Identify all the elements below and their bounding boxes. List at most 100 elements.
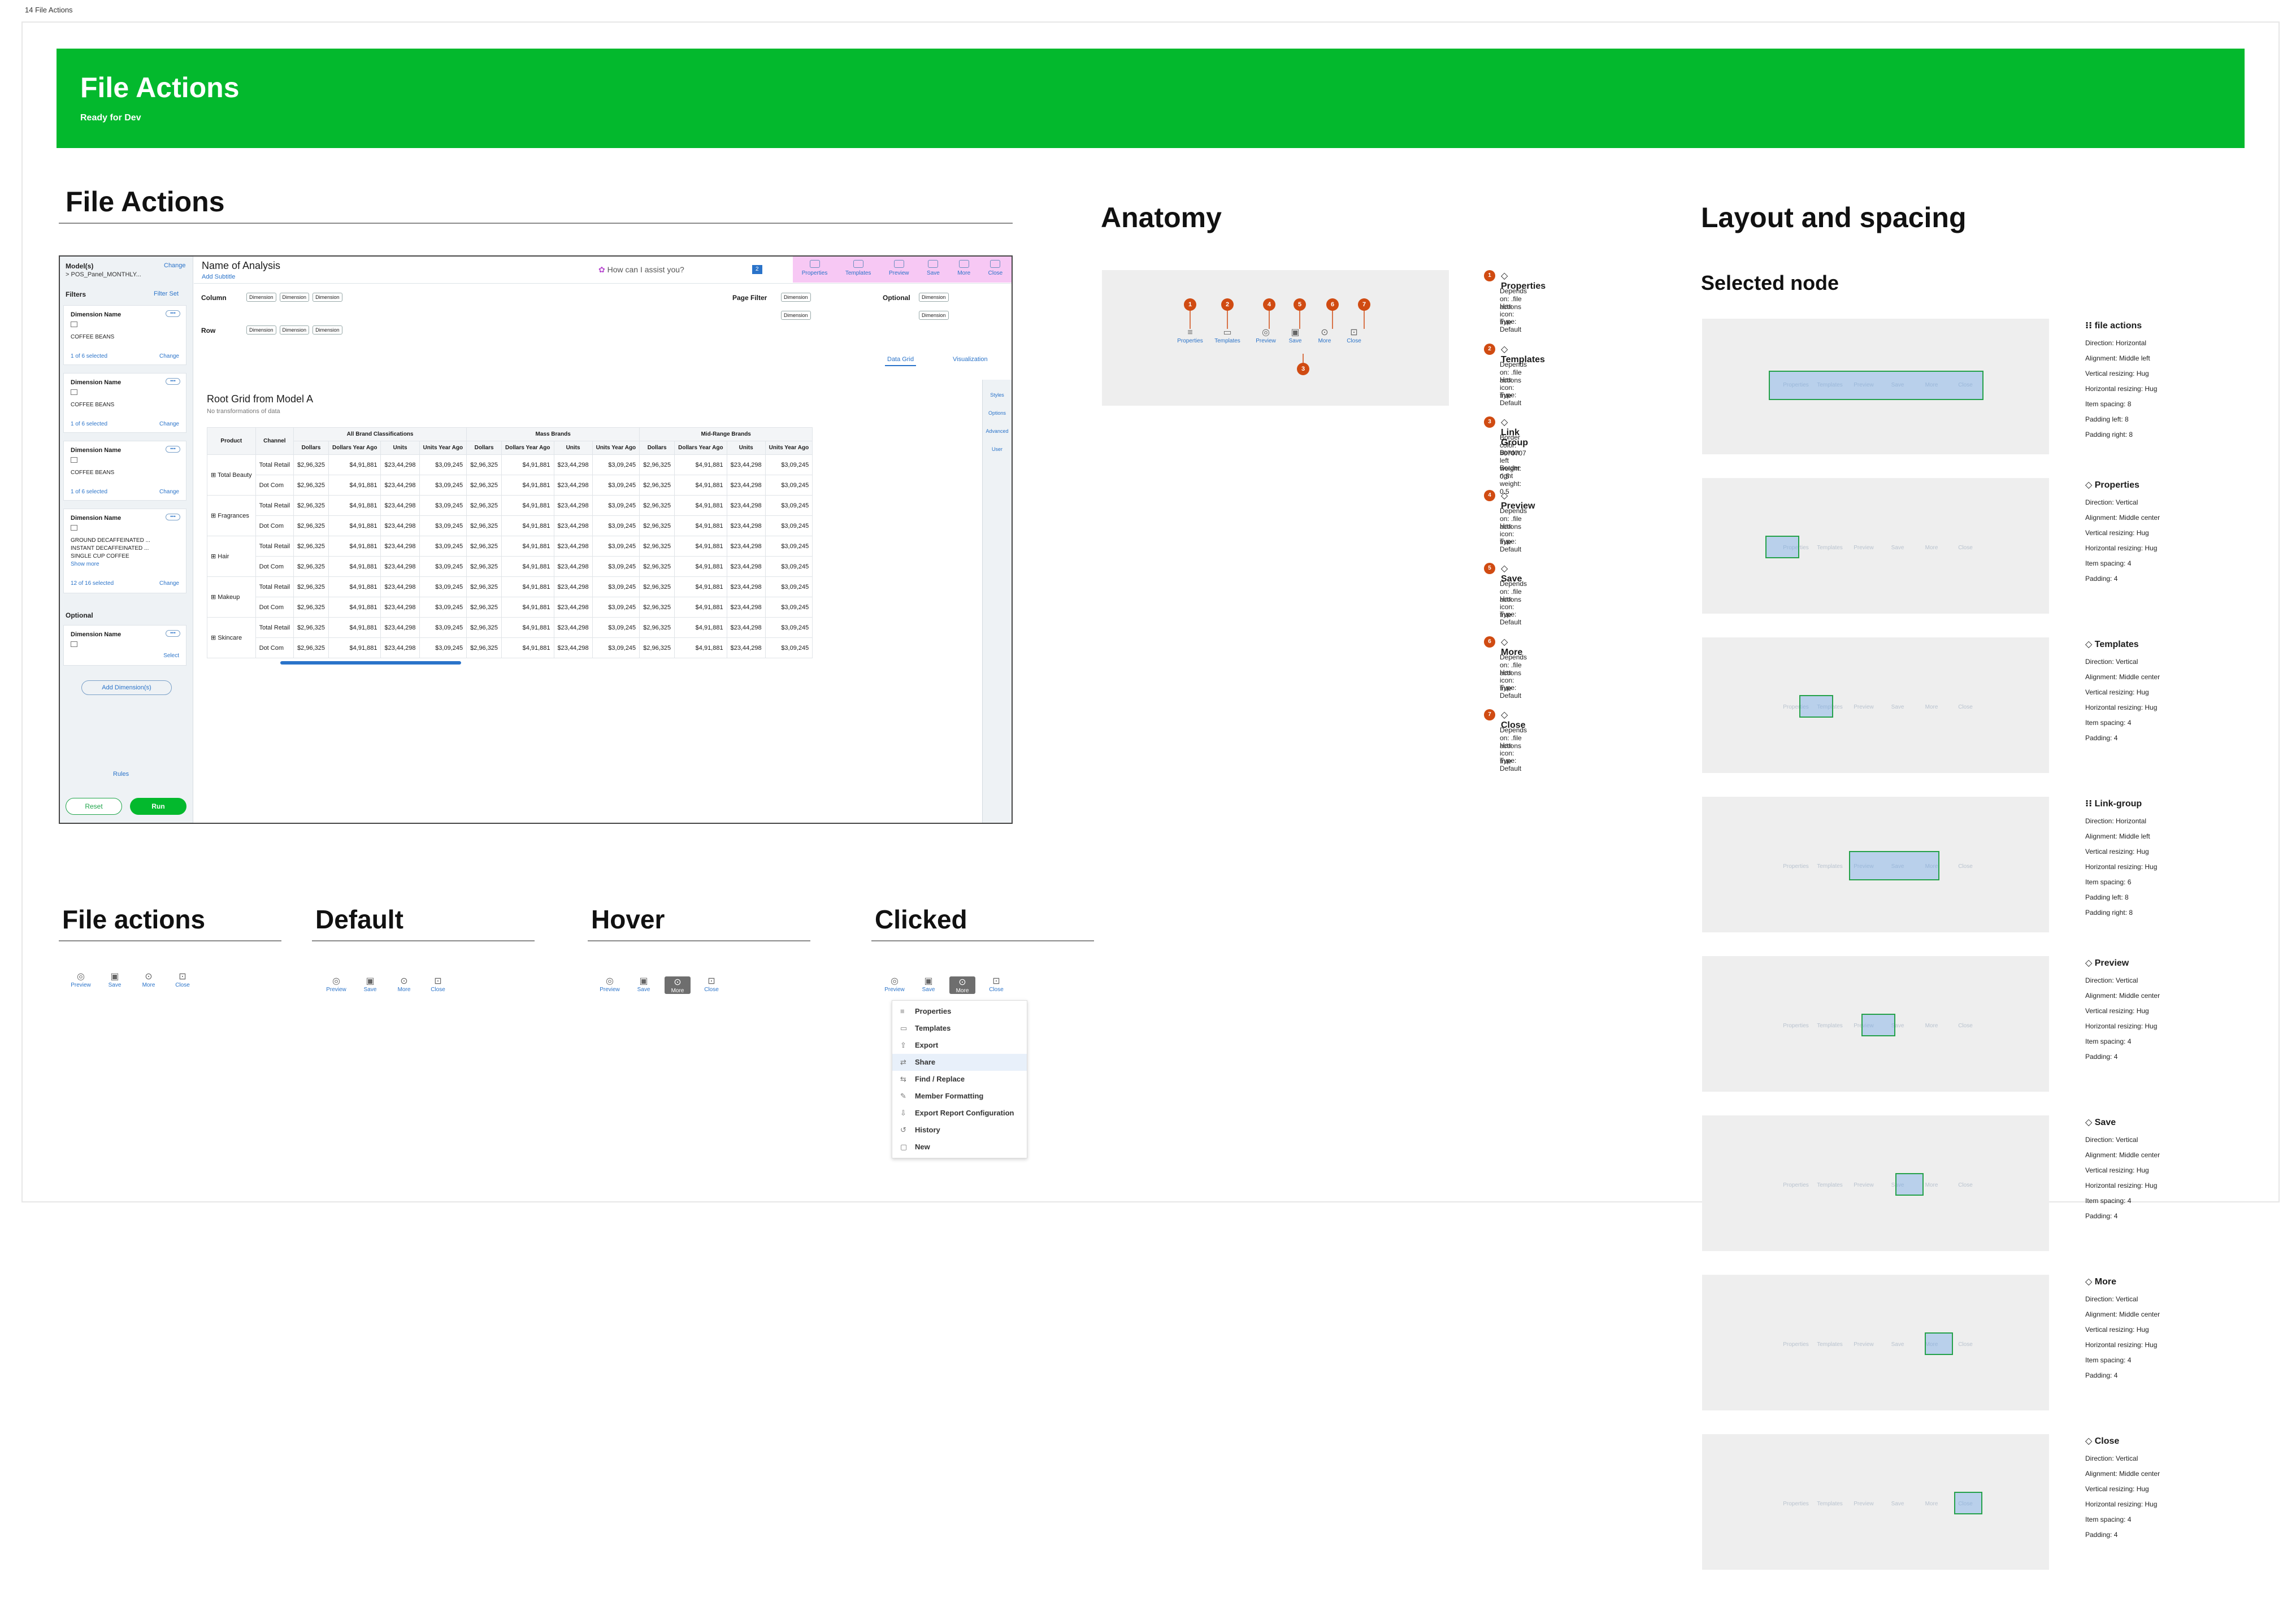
optional-dimension-card[interactable]: Dimension Name ••• Select [63, 625, 186, 666]
row-header-channel[interactable]: Dot Com [255, 475, 294, 496]
rules-link[interactable]: Rules [113, 771, 129, 778]
col-subheader[interactable]: Dollars [293, 441, 329, 455]
row-header-product[interactable]: ⊞ Total Beauty [207, 454, 256, 496]
toolbar-properties[interactable]: Properties [802, 260, 827, 283]
dimension-chip[interactable]: Dimension [919, 311, 949, 320]
save-action[interactable]: ▣ Save [631, 976, 657, 994]
menu-item-new[interactable]: ▢ New [892, 1139, 1027, 1156]
col-subheader[interactable]: Units Year Ago [765, 441, 813, 455]
col-header-channel[interactable]: Channel [255, 427, 294, 455]
change-link[interactable]: Change [159, 489, 179, 495]
selection-count[interactable]: 1 of 6 selected [71, 353, 108, 359]
selection-count[interactable]: 12 of 16 selected [71, 580, 114, 587]
more-icon[interactable]: ••• [166, 378, 180, 385]
menu-item-find-replace[interactable]: ⇆ Find / Replace [892, 1071, 1027, 1088]
close-action[interactable]: ⊡ Close [698, 976, 724, 994]
preview-action[interactable]: ◎ Preview [68, 972, 94, 988]
dimension-chip[interactable]: Dimension [246, 293, 276, 302]
analysis-name[interactable]: Name of Analysis [202, 260, 281, 271]
col-subheader[interactable]: Units [553, 441, 593, 455]
reset-button[interactable]: Reset [66, 798, 122, 815]
menu-item-share[interactable]: ⇄ Share [892, 1054, 1027, 1071]
more-action[interactable]: ⊙ More [136, 972, 162, 988]
toolbar-close[interactable]: Close [988, 260, 1002, 283]
save-action[interactable]: ▣ Save [915, 976, 941, 994]
dimension-card[interactable]: Dimension Name ••• COFFEE BEANS 1 of 6 s… [63, 441, 186, 501]
close-action[interactable]: ⊡ Close [425, 976, 451, 993]
dimension-chip[interactable]: Dimension [279, 325, 310, 335]
selection-count[interactable]: 1 of 6 selected [71, 489, 108, 495]
menu-item-export-report-configuration[interactable]: ⇩ Export Report Configuration [892, 1105, 1027, 1122]
rail-styles[interactable]: Styles [990, 392, 1004, 398]
more-action-hover[interactable]: ⊙ More [665, 976, 691, 994]
col-subheader[interactable]: Dollars Year Ago [328, 441, 381, 455]
row-header-channel[interactable]: Total Retail [255, 617, 294, 638]
row-header-product[interactable]: ⊞ Skincare [207, 617, 256, 658]
more-icon[interactable]: ••• [166, 310, 180, 317]
toolbar-save[interactable]: Save [927, 260, 940, 283]
change-link[interactable]: Change [159, 580, 179, 587]
dimension-card[interactable]: Dimension Name ••• COFFEE BEANS 1 of 6 s… [63, 305, 186, 365]
menu-item-history[interactable]: ↺ History [892, 1122, 1027, 1139]
col-header-product[interactable]: Product [207, 427, 256, 455]
row-header-channel[interactable]: Total Retail [255, 576, 294, 597]
more-icon[interactable]: ••• [166, 514, 180, 520]
change-link[interactable]: Change [159, 353, 179, 359]
col-subheader[interactable]: Units [726, 441, 766, 455]
more-icon[interactable]: ••• [166, 446, 180, 453]
row-header-channel[interactable]: Dot Com [255, 597, 294, 618]
save-action[interactable]: ▣ Save [357, 976, 383, 993]
select-link[interactable]: Select [163, 653, 179, 659]
more-icon[interactable]: ••• [166, 630, 180, 637]
col-subheader[interactable]: Dollars Year Ago [674, 441, 727, 455]
model-name[interactable]: > POS_Panel_MONTHLY... [66, 271, 141, 278]
dimension-chip[interactable]: Dimension [919, 293, 949, 302]
col-subheader[interactable]: Dollars Year Ago [501, 441, 554, 455]
add-dimension-button[interactable]: Add Dimension(s) [81, 680, 172, 695]
row-header-product[interactable]: ⊞ Makeup [207, 576, 256, 618]
dimension-chip[interactable]: Dimension [781, 293, 811, 302]
toolbar-preview[interactable]: Preview [889, 260, 909, 283]
row-header-channel[interactable]: Dot Com [255, 637, 294, 658]
col-subheader[interactable]: Units [380, 441, 420, 455]
col-subheader[interactable]: Units Year Ago [592, 441, 640, 455]
dimension-card[interactable]: Dimension Name ••• GROUND DECAFFEINATED … [63, 509, 186, 593]
menu-item-member-formatting[interactable]: ✎ Member Formatting [892, 1088, 1027, 1105]
row-header-channel[interactable]: Total Retail [255, 454, 294, 475]
col-subheader[interactable]: Units Year Ago [419, 441, 467, 455]
row-header-product[interactable]: ⊞ Hair [207, 536, 256, 577]
show-more-link[interactable]: Show more [71, 561, 99, 567]
filter-set-link[interactable]: Filter Set [154, 290, 179, 297]
rail-user[interactable]: User [991, 446, 1002, 452]
more-action-active[interactable]: ⊙ More [949, 976, 975, 994]
dimension-card[interactable]: Dimension Name ••• COFFEE BEANS 1 of 6 s… [63, 373, 186, 433]
row-header-channel[interactable]: Dot Com [255, 515, 294, 536]
preview-action[interactable]: ◎ Preview [323, 976, 349, 993]
dimension-chip[interactable]: Dimension [313, 325, 342, 335]
menu-item-export[interactable]: ⇪ Export [892, 1037, 1027, 1054]
rail-options[interactable]: Options [988, 410, 1006, 416]
row-header-channel[interactable]: Total Retail [255, 495, 294, 516]
tab-data-grid[interactable]: Data Grid [885, 356, 917, 366]
col-subheader[interactable]: Dollars [639, 441, 675, 455]
menu-item-templates[interactable]: ▭ Templates [892, 1020, 1027, 1037]
preview-action[interactable]: ◎ Preview [597, 976, 623, 994]
horizontal-scrollbar[interactable] [280, 661, 461, 665]
col-subheader[interactable]: Dollars [466, 441, 502, 455]
dimension-chip[interactable]: Dimension [781, 311, 811, 320]
preview-action[interactable]: ◎ Preview [882, 976, 908, 994]
save-action[interactable]: ▣ Save [102, 972, 128, 988]
run-button[interactable]: Run [130, 798, 186, 815]
rail-advanced[interactable]: Advanced [986, 428, 1009, 434]
dimension-chip[interactable]: Dimension [313, 293, 342, 302]
row-header-product[interactable]: ⊞ Fragrances [207, 495, 256, 536]
dimension-chip[interactable]: Dimension [246, 325, 276, 335]
row-header-channel[interactable]: Dot Com [255, 556, 294, 577]
close-action[interactable]: ⊡ Close [170, 972, 196, 988]
row-header-channel[interactable]: Total Retail [255, 536, 294, 557]
models-change-link[interactable]: Change [164, 262, 186, 269]
assistant-search-input[interactable]: ✿ How can I assist you? 2 [598, 261, 785, 278]
selection-count[interactable]: 1 of 6 selected [71, 421, 108, 427]
close-action[interactable]: ⊡ Close [983, 976, 1009, 994]
dimension-chip[interactable]: Dimension [279, 293, 310, 302]
